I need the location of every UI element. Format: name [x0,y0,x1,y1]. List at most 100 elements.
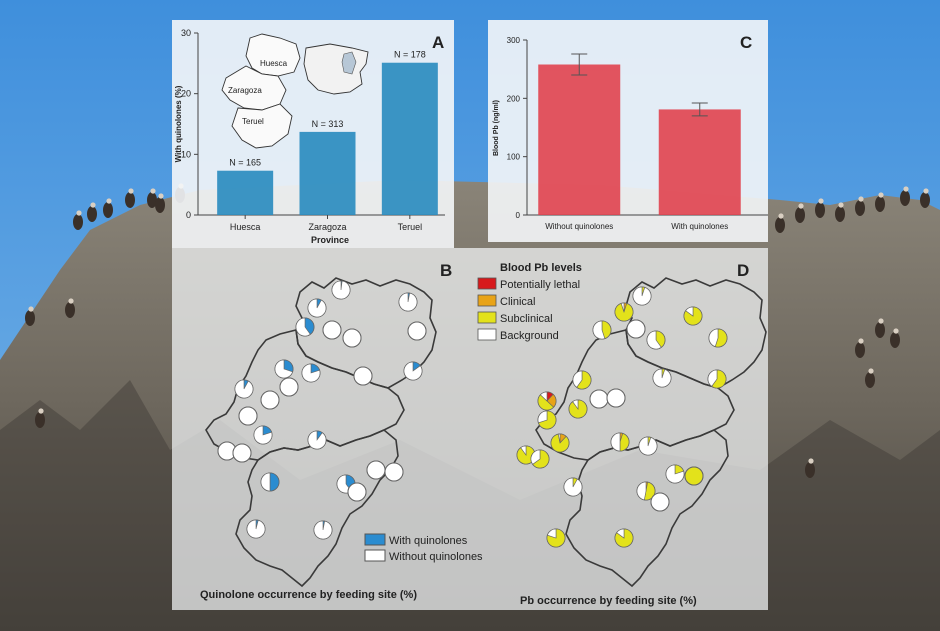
pie-site-d [636,481,656,501]
vulture-body [65,302,75,318]
pie-site-d [589,389,609,409]
vulture-body [147,192,157,208]
vulture-body [775,217,785,233]
pie-site-b-slice [384,462,404,482]
pie-site-b-slice [366,460,386,480]
pie-site-d [707,369,727,389]
pie-site-b [246,519,266,539]
inset-aragon-highlight [341,51,357,75]
vulture-head [868,368,874,374]
inset-label-teruel: Teruel [242,117,264,126]
vulture-body [855,342,865,358]
legend-d-clinical-label: Clinical [500,296,535,308]
pie-site-b-slice [274,359,293,379]
pie-site-d-slice [711,369,727,389]
panel-b-legend: With quinolones Without quinolones [364,533,483,563]
pie-site-d-slice [620,302,625,313]
pie-site-d [646,330,666,350]
panel-a-ylabel: With quinolones (%) [174,85,183,162]
pie-site-d [537,410,557,430]
map-province-teruel [235,429,399,588]
pie-site-b-slice [347,482,367,502]
pie-site-b-slice [331,280,351,300]
vulture-body [35,412,45,428]
vulture-head [158,193,164,199]
vulture-body [87,206,97,222]
legend-d-clinical-swatch [477,294,497,307]
panel-a-ytick-label: 0 [186,210,191,220]
inset-label-zaragoza: Zaragoza [228,86,262,95]
vulture-body [805,462,815,478]
pie-site-d [563,477,583,497]
vulture-body [855,200,865,216]
pie-site-b [366,460,386,480]
pie-site-b-slice [407,321,427,341]
panel-c-ytick-label: 0 [516,211,521,220]
pie-site-b [353,366,373,386]
panel-b-letter: B [440,261,452,280]
maps-panel-background [172,248,768,610]
pie-site-d-slice [643,481,656,501]
vulture-body [73,214,83,230]
pie-site-d [537,391,557,411]
vulture-head [28,306,34,312]
vulture-head [76,210,82,216]
pie-site-d-slice [572,399,579,410]
pie-site-d-slice [655,330,666,348]
panel-a-inset-map [221,33,369,149]
pie-site-d-slice [537,394,554,411]
pie-site-d-slice [547,528,557,539]
panel-a-chart: 0 10 20 30 N = 165 Huesca N = 313 Zaragoza N = … [174,28,445,245]
pie-site-b [384,462,404,482]
inset-province-huesca [245,33,301,77]
pie-site-b [322,320,342,340]
pie-site-b-slice [238,406,258,426]
vulture-head [858,196,864,202]
panel-c-xtick-label: Without quinolones [545,222,613,231]
pie-site-d-slice [520,445,527,456]
pie-site-d-slice [708,328,719,347]
pie-site-b-slice [269,472,280,492]
pie-site-b [232,443,252,463]
vulture-body [865,372,875,388]
panel-b-pies [217,280,427,540]
pie-site-d [606,388,626,408]
vulture-head [68,298,74,304]
pie-site-b-slice [398,292,418,312]
pie-site-d-slice [684,466,704,486]
pie-site-d-slice [532,449,550,469]
vulture-body [125,192,135,208]
pie-site-d-slice [572,370,583,388]
pie-site-d-slice [610,432,621,452]
pie-site-d-slice [563,477,583,497]
pie-site-b-slice [403,361,423,381]
pie-site-d-slice [652,368,672,388]
vulture-body [875,322,885,338]
vulture-body [835,206,845,222]
legend-d-background-swatch [477,328,497,341]
vulture-head [893,328,899,334]
legend-b-with-label: With quinolones [389,535,468,547]
pie-site-d [684,466,704,486]
pie-site-d [632,286,652,306]
legend-d-subclinical-label: Subclinical [500,313,553,325]
pie-site-d-slice [665,464,685,484]
pie-site-d-slice [576,370,592,390]
pie-site-b [307,430,327,450]
pie-site-b-slice [260,472,271,492]
pie-site-d [665,464,685,484]
pie-site-b-slice [342,328,362,348]
panel-a-xtick-label: Zaragoza [308,222,346,232]
panel-a-xtick-label: Teruel [398,222,423,232]
pie-site-b [342,328,362,348]
panel-a-bar-label: N = 178 [394,50,426,60]
legend-d-lethal-swatch [477,277,497,290]
pie-site-d-slice [636,481,647,501]
pie-site-b-slice [353,366,373,386]
legend-d-subclinical-swatch [477,311,497,324]
vulture-head [878,318,884,324]
legend-b-with-swatch [364,533,386,546]
pie-site-b-slice [260,390,280,410]
pie-site-b [313,520,333,540]
